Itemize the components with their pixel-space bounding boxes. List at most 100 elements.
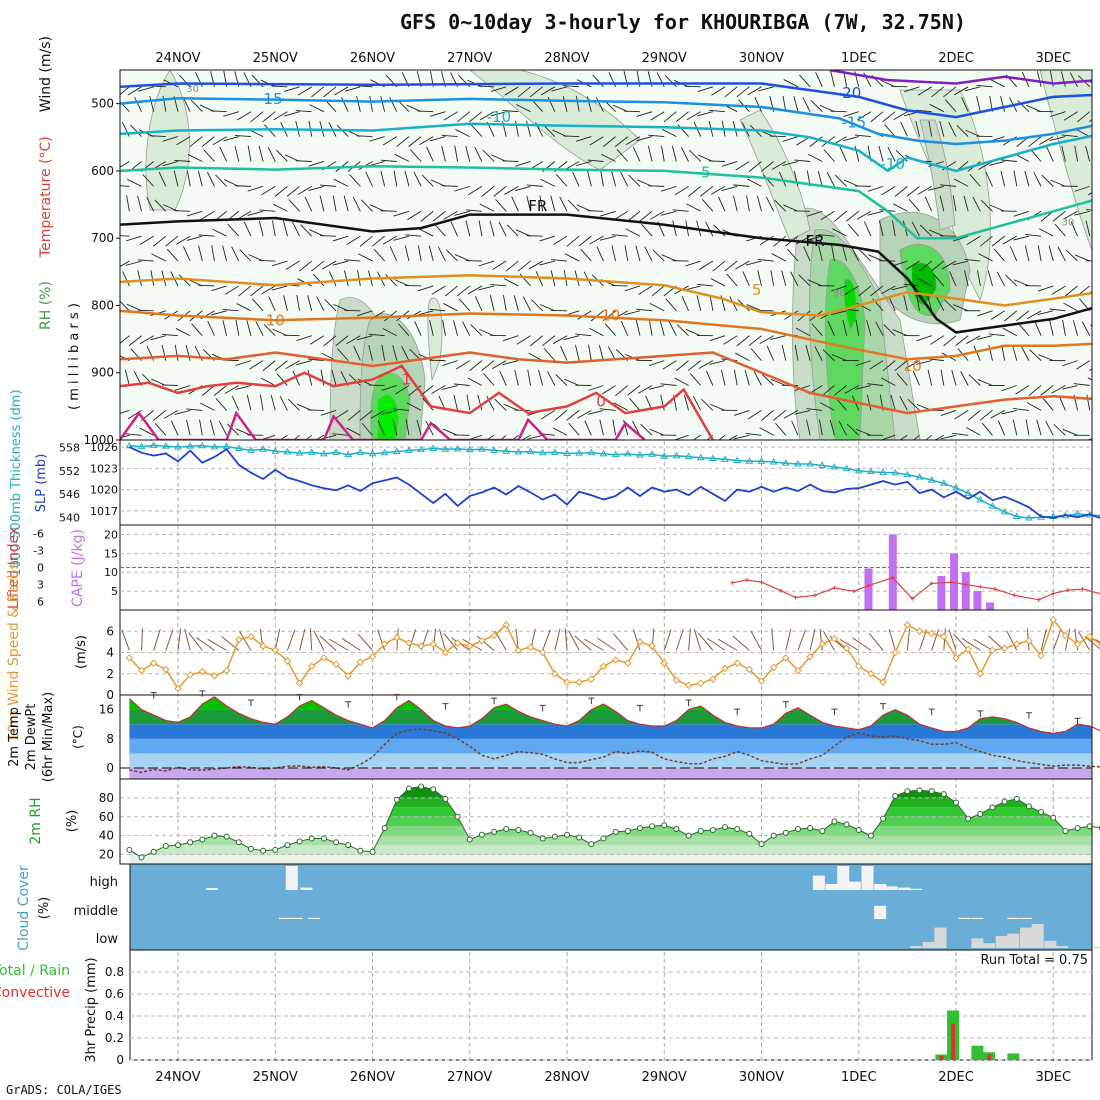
- wind-barb: [844, 385, 859, 394]
- wind-barb: [660, 383, 677, 386]
- surface-wind-barb: [973, 638, 993, 651]
- wind-barb: [832, 228, 847, 237]
- wind-barb: [700, 186, 714, 197]
- wind-barb: [200, 402, 215, 411]
- wind-barb: [428, 245, 434, 262]
- rh-point: [588, 841, 595, 848]
- rh-tick: 80: [99, 791, 114, 805]
- surface-wind-barb: [1052, 629, 1062, 651]
- wind-barb: [124, 369, 130, 386]
- wind-barb: [584, 420, 592, 436]
- surface-wind-barb: [377, 629, 386, 651]
- wind-barb: [186, 170, 191, 187]
- thickness-point: [927, 476, 936, 483]
- wind-barb: [980, 199, 993, 212]
- wind-barb: [1050, 179, 1066, 187]
- surface-wind-barb: [693, 629, 702, 651]
- wind-barb: [515, 161, 531, 167]
- wind-barb: [855, 360, 872, 367]
- wind-barb: [186, 408, 203, 411]
- wind-barb: [175, 328, 191, 337]
- wind-barb: [262, 360, 276, 372]
- wind-barb: [905, 260, 920, 270]
- cloud-high-bar: [885, 886, 898, 890]
- max-marker: [442, 703, 449, 710]
- wind-barb: [672, 220, 677, 237]
- wind-barb: [794, 344, 799, 361]
- wind-barb: [310, 335, 325, 345]
- wind-barb: [696, 295, 702, 311]
- surface-wind-barb: [309, 628, 313, 651]
- wind-barb: [650, 111, 665, 121]
- wind-barb: [455, 360, 470, 370]
- max-marker: [831, 708, 838, 716]
- rh-shading: [469, 70, 641, 171]
- wind-barb: [258, 145, 264, 162]
- max-marker: [734, 708, 741, 716]
- precip-label: 3hr Precip (mm): [84, 957, 99, 1062]
- wind-barb: [279, 395, 288, 411]
- rh-point: [175, 842, 181, 849]
- wind-barb: [491, 154, 507, 162]
- wind-barb: [479, 203, 495, 212]
- wind-barb: [798, 274, 811, 287]
- wind-unit: (m/s): [74, 635, 89, 669]
- cape-bar: [986, 602, 995, 610]
- date-label-bottom: 30NOV: [739, 1070, 784, 1085]
- wind-speed-point: [976, 670, 985, 678]
- wind-barb: [639, 210, 653, 222]
- wind-barb: [146, 196, 155, 212]
- wind-barb: [227, 224, 240, 237]
- wind-barb: [286, 186, 300, 197]
- wind-barb: [663, 111, 677, 123]
- wind-barb: [353, 345, 361, 361]
- wind-barb: [1038, 354, 1054, 362]
- wind-barb: [965, 129, 981, 138]
- thickness-point: [879, 468, 887, 475]
- upper-air-unit: ( m i l l i b a r s ): [67, 303, 82, 410]
- date-label-bottom: 1DEC: [841, 1070, 877, 1085]
- dewpoint-line: [129, 728, 1100, 774]
- wind-barb: [905, 360, 920, 369]
- wind-barb: [587, 159, 604, 162]
- wind-barb: [282, 220, 288, 237]
- thickness-point: [842, 464, 851, 472]
- wind-barb: [503, 403, 519, 411]
- wind-barb: [231, 395, 240, 411]
- wind-barb: [553, 235, 568, 246]
- wind-barb: [319, 195, 325, 212]
- thickness-point: [380, 448, 389, 456]
- wind-barb: [349, 174, 361, 187]
- wind-barb: [963, 195, 969, 212]
- precip-convective-bar: [951, 1023, 956, 1060]
- thickness-point: [271, 447, 280, 454]
- surface-wind-barb: [121, 629, 130, 651]
- wind-barb: [661, 185, 677, 192]
- wind-barb: [600, 235, 616, 241]
- rh-point: [320, 835, 327, 842]
- thickness-point: [867, 467, 875, 475]
- wind-barb: [939, 121, 945, 137]
- wind-barb: [287, 398, 300, 411]
- wind-barb: [893, 203, 908, 212]
- contour-label: 30: [1061, 218, 1074, 229]
- wind-barb: [352, 196, 361, 212]
- wind-barb: [358, 253, 373, 262]
- wind-barb: [940, 369, 945, 386]
- wind-speed-point: [295, 679, 304, 688]
- thickness-point: [344, 450, 353, 458]
- rh-point: [782, 829, 789, 836]
- wind-barb: [1029, 349, 1042, 361]
- wind-barb: [818, 234, 835, 237]
- surface-wind-barb: [554, 628, 561, 651]
- wind-barb: [215, 174, 227, 187]
- wind-speed-point: [125, 654, 134, 662]
- wind-barb: [1046, 146, 1054, 162]
- wind-barb: [210, 110, 227, 113]
- wind-barb: [1087, 377, 1092, 381]
- wind-barb: [297, 185, 312, 195]
- wind-barb: [272, 203, 288, 212]
- wind-barb: [1004, 310, 1018, 322]
- wind-barb: [627, 385, 641, 396]
- wind-barb: [178, 274, 191, 287]
